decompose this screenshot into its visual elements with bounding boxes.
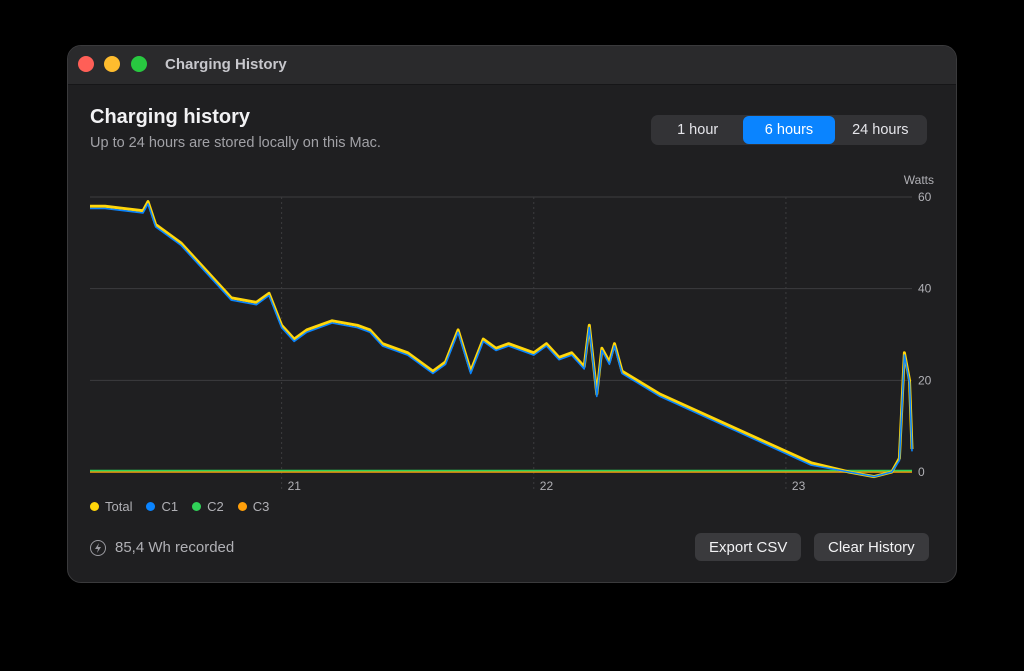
page-subtitle: Up to 24 hours are stored locally on thi… (90, 135, 381, 151)
y-axis-label: Watts (904, 173, 934, 187)
legend-item-c3: C3 (237, 499, 270, 514)
recorded-energy-label: 85,4 Wh recorded (115, 539, 235, 556)
y-tick-label-40: 40 (918, 282, 932, 296)
charging-history-window: Charging History Charging history Up to … (67, 45, 957, 583)
legend-label-c3: C3 (252, 499, 270, 514)
range-6-hours[interactable]: 6 hours (743, 116, 835, 144)
x-tick-label-21: 21 (288, 479, 302, 491)
page-title: Charging history (90, 106, 251, 128)
legend-label-c1: C1 (161, 499, 179, 514)
charging-chart: 0 20 40 60 Watts 21 22 23 (90, 173, 934, 491)
clear-history-button[interactable]: Clear History (814, 533, 929, 561)
legend-label-c2: C2 (207, 499, 224, 514)
legend-item-total: Total (90, 499, 132, 514)
energy-summary: 85,4 Wh recorded (90, 539, 234, 556)
legend-label-total: Total (105, 499, 133, 514)
y-tick-label-60: 60 (918, 190, 932, 204)
legend-item-c2: C2 (192, 499, 224, 514)
bolt-icon (90, 539, 106, 556)
legend-item-c1: C1 (146, 499, 178, 514)
chart-legend: Total C1 C2 C3 (90, 499, 269, 514)
minimize-window-button[interactable] (104, 56, 120, 72)
series-line-c1 (90, 203, 913, 478)
legend-dot-total (90, 502, 99, 511)
x-tick-label-23: 23 (792, 479, 806, 491)
legend-dot-c3 (237, 502, 247, 511)
export-csv-button[interactable]: Export CSV (695, 533, 802, 561)
close-window-button[interactable] (78, 56, 94, 72)
window-title: Charging History (165, 56, 287, 73)
title-bar: Charging History (68, 46, 956, 85)
range-1-hour[interactable]: 1 hour (677, 122, 719, 138)
x-tick-label-22: 22 (540, 479, 554, 491)
legend-dot-c2 (192, 502, 202, 511)
y-tick-label-0: 0 (918, 465, 925, 479)
range-24-hours[interactable]: 24 hours (852, 122, 909, 138)
zoom-window-button[interactable] (131, 56, 147, 72)
y-tick-label-20: 20 (918, 373, 932, 387)
legend-dot-c1 (146, 502, 156, 511)
series-line-total (90, 200, 914, 479)
time-range-selector: 1 hour 6 hours 24 hours (651, 115, 927, 145)
